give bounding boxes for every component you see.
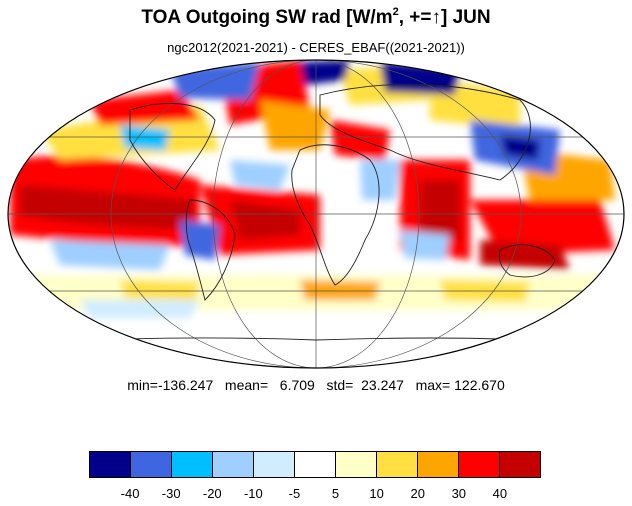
statistics-line: min=-136.247 mean= 6.709 std= 23.247 max… [127,377,505,393]
antarctica-outline [59,337,571,343]
graticule [8,60,624,368]
map-title: TOA Outgoing SW rad [W/m2, +=↑] JUN [141,6,491,28]
colorbar [89,451,541,478]
colorbar-label: -10 [243,486,263,501]
colorbar-label: 30 [451,486,467,501]
colorbar-box-3 [213,452,254,477]
australia-outline [498,244,556,278]
colorbar-label: -20 [202,486,222,501]
colorbar-box-8 [418,452,459,477]
coastlines [59,83,571,343]
colorbar-label: 40 [492,486,508,501]
colorbar-label: 10 [369,486,384,501]
colorbar-label: -5 [288,486,301,501]
map-border [7,59,625,369]
colorbar-box-0 [90,452,131,477]
colorbar-box-4 [254,452,295,477]
colorbar-box-6 [336,452,377,477]
south-america-outline [185,199,236,301]
colorbar-label: 5 [331,486,340,501]
colorbar-box-9 [459,452,500,477]
north-america-outline [129,102,216,191]
colorbar-box-10 [500,452,540,477]
colorbar-label: -40 [120,486,140,501]
colorbar-box-1 [131,452,172,477]
africa-outline [291,144,380,286]
colorbar-label: -30 [161,486,181,501]
colorbar-box-5 [295,452,336,477]
colorbar-label: 20 [410,486,425,501]
colorbar-box-7 [377,452,418,477]
eurasia-outline [319,83,531,181]
colorbar-box-2 [172,452,213,477]
map-subtitle: ngc2012(2021-2021) - CERES_EBAF((2021-20… [167,40,465,55]
colorbar-labels: -40 -30 -20 -10 -5 5 10 20 30 40 [89,486,541,504]
